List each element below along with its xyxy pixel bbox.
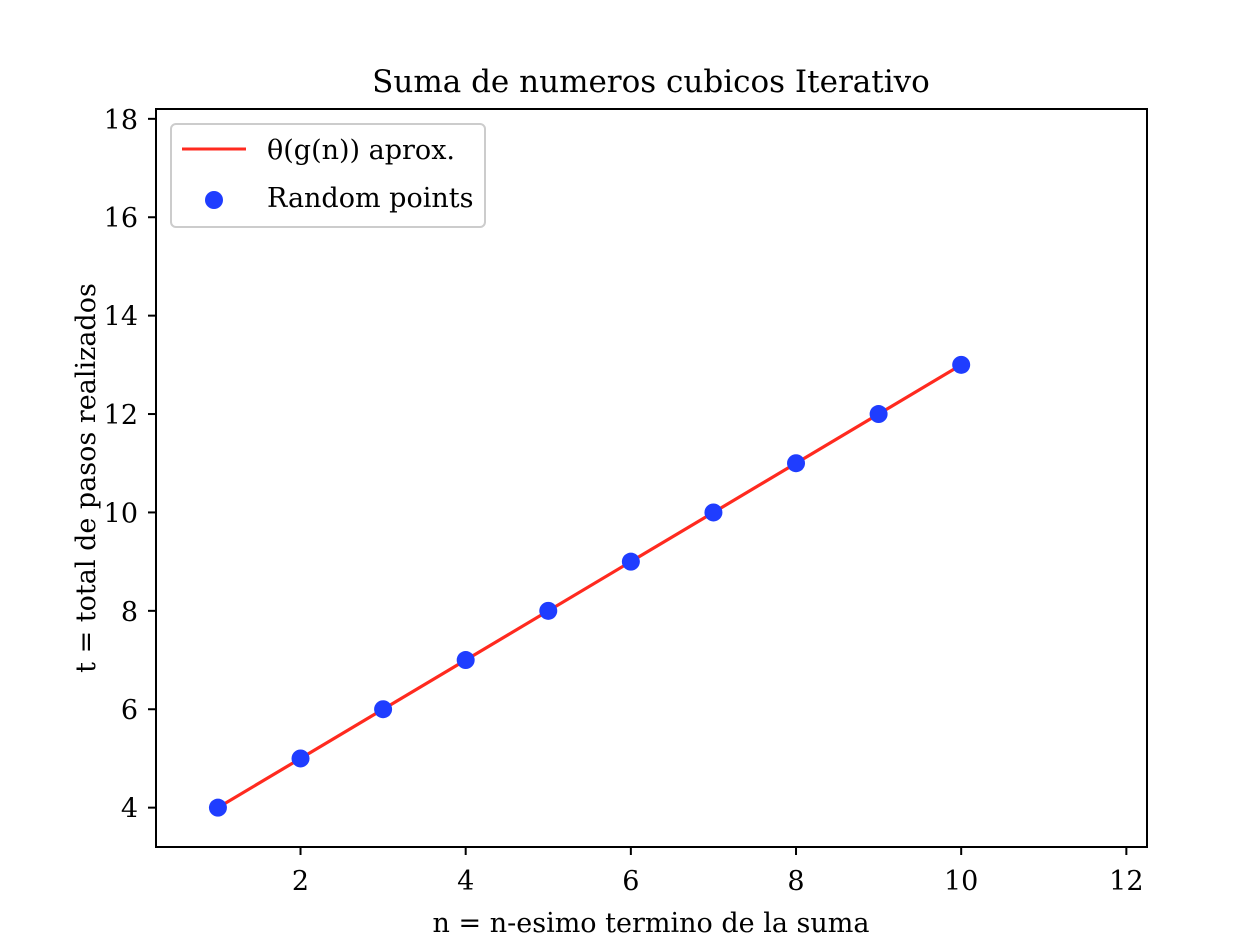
- scatter-point: [456, 651, 475, 670]
- x-tick-label: 2: [292, 866, 309, 897]
- y-tick-label: 8: [121, 597, 138, 628]
- scatter-point: [787, 454, 806, 473]
- scatter-point: [704, 503, 723, 522]
- y-axis-label: t = total de pasos realizados: [71, 283, 102, 673]
- scatter-point: [291, 749, 310, 768]
- x-tick-label: 6: [622, 866, 639, 897]
- scatter-point: [869, 405, 888, 424]
- series-line-theta: [217, 363, 963, 810]
- chart-title: Suma de numeros cubicos Iterativo: [372, 64, 930, 100]
- x-tick-label: 4: [457, 866, 474, 897]
- y-tick-label: 4: [121, 794, 138, 825]
- axes-frame: [155, 108, 1148, 848]
- legend-frame: [170, 123, 486, 228]
- axis-ticks: 2 4 6 8 10 12 4 6 8 10 12 14 16 18: [104, 105, 1144, 897]
- y-tick-label: 14: [104, 302, 138, 333]
- x-tick-label: 12: [1109, 866, 1143, 897]
- legend-marker-swatch: [205, 191, 223, 209]
- scatter-point: [374, 700, 393, 719]
- y-tick-label: 18: [104, 105, 138, 136]
- legend-label-line: θ(g(n)) aprox.: [267, 135, 455, 166]
- plot-area: [208, 355, 971, 817]
- y-tick-label: 6: [121, 695, 138, 726]
- x-axis-label: n = n-esimo termino de la suma: [433, 908, 870, 939]
- scatter-point: [539, 601, 558, 620]
- scatter-point: [621, 552, 640, 571]
- y-tick-label: 10: [104, 498, 138, 529]
- scatter-point: [208, 798, 227, 817]
- x-tick-label: 10: [944, 866, 978, 897]
- legend-label-scatter: Random points: [267, 183, 473, 214]
- scatter-point: [952, 355, 971, 374]
- x-tick-label: 8: [787, 866, 804, 897]
- legend: θ(g(n)) aprox. Random points: [170, 123, 486, 228]
- y-tick-label: 12: [104, 400, 138, 431]
- y-tick-label: 16: [104, 203, 138, 234]
